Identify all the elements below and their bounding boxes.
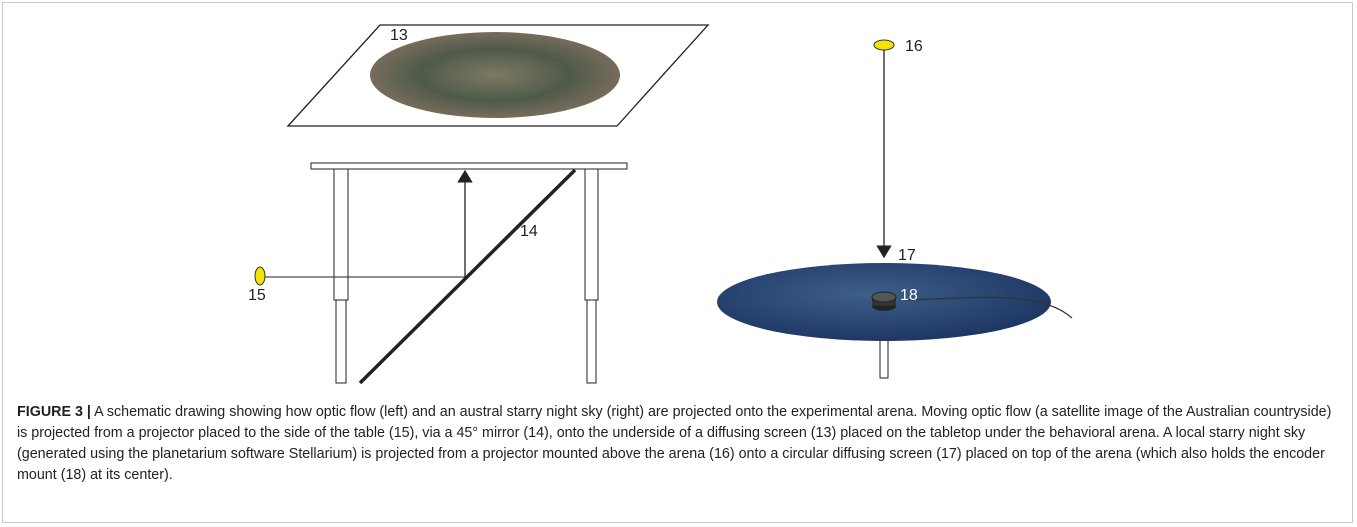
label: 17: [898, 247, 916, 264]
projector: [254, 266, 266, 286]
table-leg: [333, 168, 349, 301]
table-top: [310, 162, 628, 170]
encoder-mount: [871, 291, 897, 303]
figure-diagram: 13 14 15 16 17 18: [248, 24, 1073, 385]
arena-post: [879, 337, 889, 379]
label: 18: [900, 287, 918, 304]
table-leg: [586, 299, 597, 384]
label: 15: [248, 287, 266, 304]
label: 14: [520, 223, 538, 240]
mirror: [358, 168, 577, 385]
caption-label: FIGURE 3 |: [17, 404, 91, 420]
projector: [873, 39, 895, 51]
cable: [904, 296, 1073, 319]
label: 13: [390, 27, 408, 44]
caption-text: A schematic drawing showing how optic fl…: [17, 404, 1332, 483]
table-leg: [335, 299, 347, 384]
caption: FIGURE 3 | A schematic drawing showing h…: [17, 402, 1342, 486]
satellite-image: [370, 32, 620, 118]
label: 16: [905, 38, 923, 55]
table-leg: [584, 168, 599, 301]
